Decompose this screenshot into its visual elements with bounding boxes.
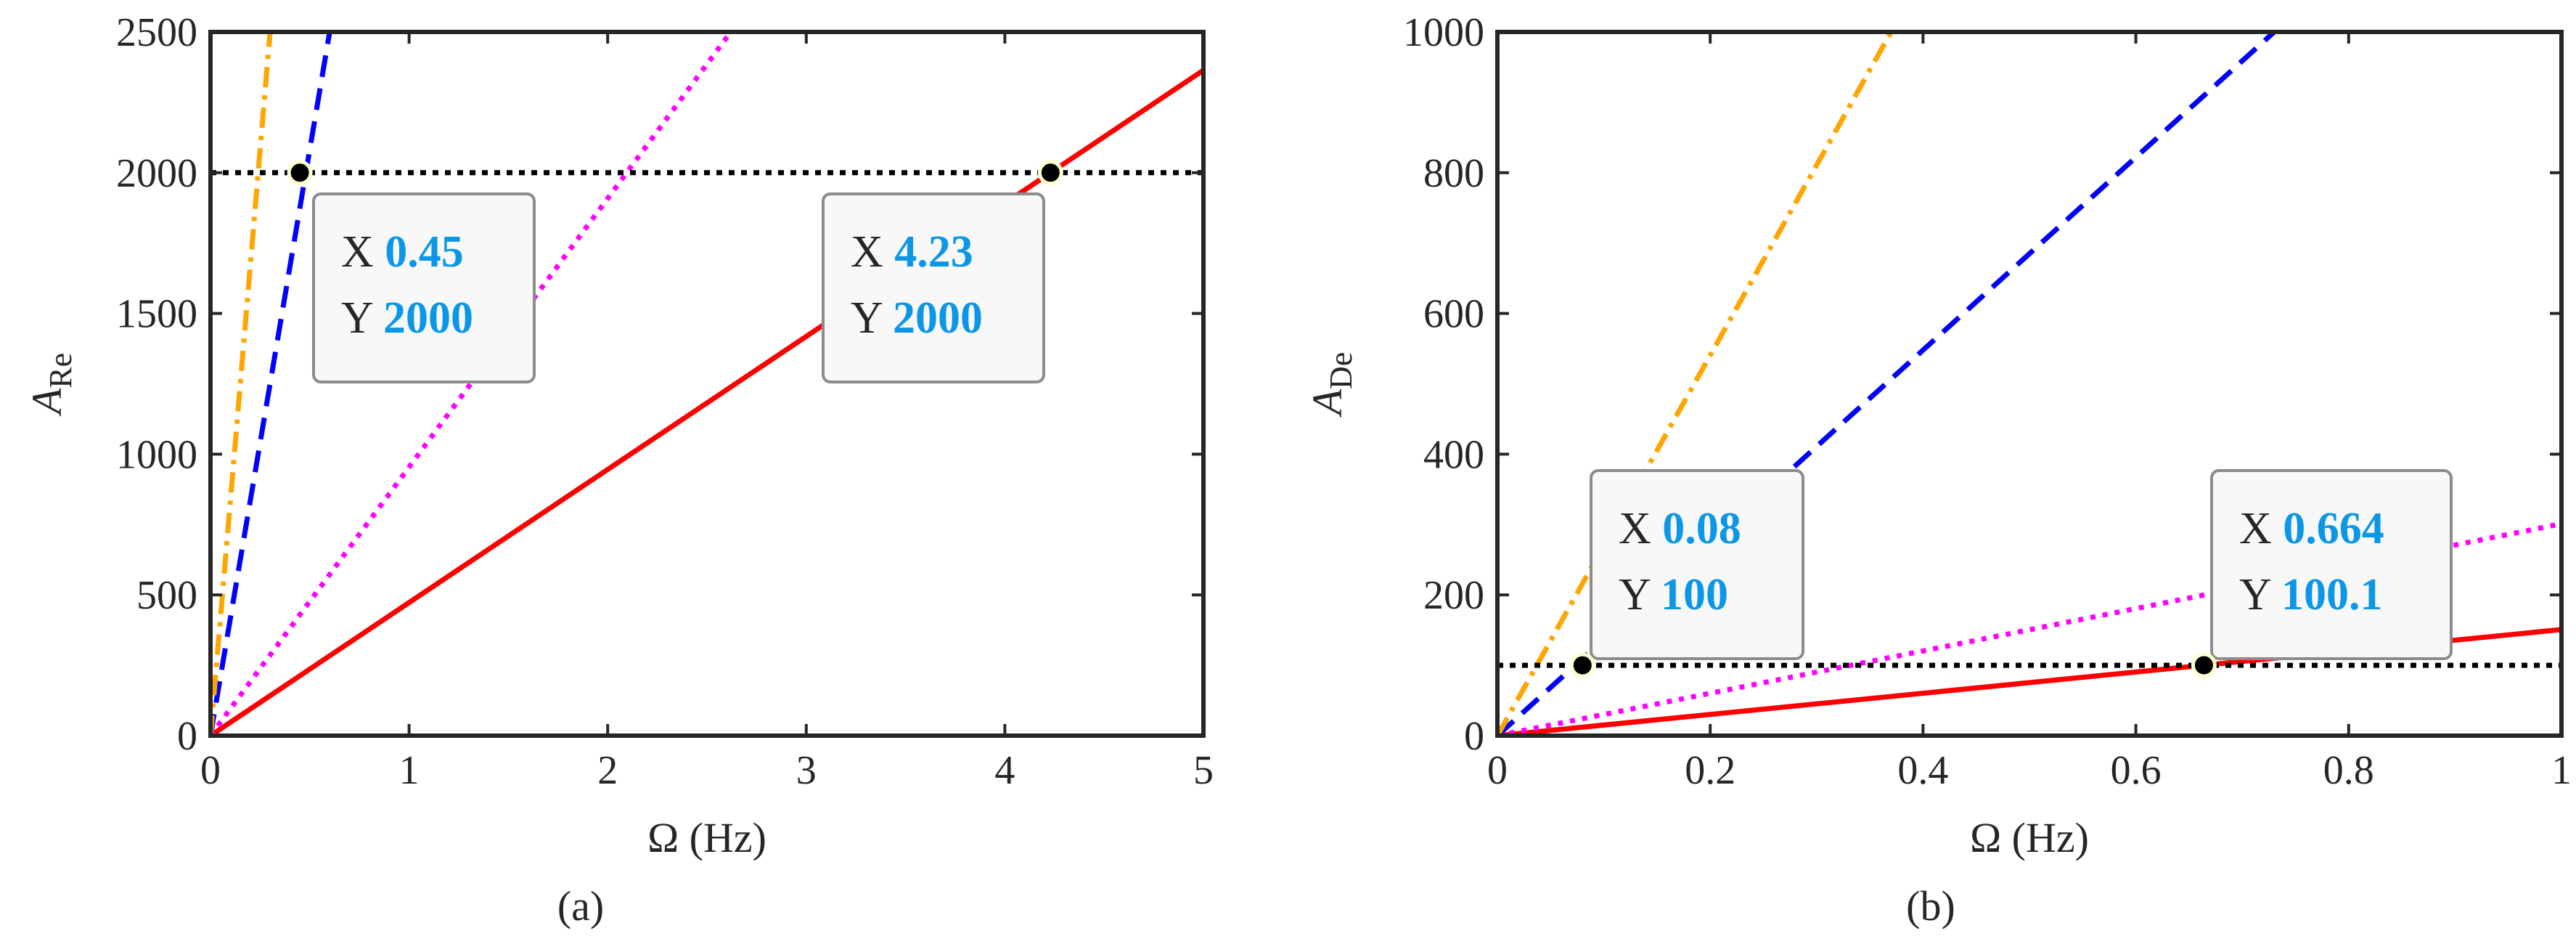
panel-a-datatip-x-key: X [341,227,385,277]
panel-a-datatip-x-row: X 0.45 [341,227,464,277]
panel-b-datatip-x-row: X 0.664 [2239,504,2384,553]
panel-a-datatip[interactable]: X 4.23Y 2000 [822,160,1063,383]
panel-b-y-tick-label: 200 [1423,573,1484,618]
panel-a-y-tick-label: 2000 [116,151,197,196]
panel-a-datatip-y-row: Y 2000 [851,293,983,343]
panel-a-x-tick-label: 3 [796,748,817,793]
panel-b-datatip[interactable]: X 0.08Y 100 [1569,469,1804,678]
panel-b-y-ticks: 0 200 400 600 800 1000 [1403,10,2561,759]
panel-a-x-axis-label: Ω (Hz) [647,814,766,861]
panel-b-datatip-marker[interactable] [1569,652,1595,678]
panel-b-y-tick-label: 400 [1423,432,1484,477]
panel-a-series-dashed-line [210,32,332,736]
panel-a-datatip-y-row: Y 2000 [341,293,473,343]
panel-a-series-solid-line [210,68,1203,736]
panel-b-datatip-y-key: Y [1619,570,1661,619]
panel-a-series-layer [210,32,1203,736]
panel-a-datatip-marker[interactable] [287,160,313,186]
panel-b-x-ticks: 0 0.2 0.4 0.6 0.8 1 [1487,32,2572,793]
panel-a-y-tick-label: 2500 [116,10,197,55]
panel-b-datatip-x-value: 0.08 [1662,504,1741,553]
panel-b-y-axis-label: ADe [1304,352,1359,418]
panel-b-x-tick-label: 0.2 [1685,748,1735,793]
panel-a-x-tick-label: 5 [1193,748,1214,793]
panel-b-datatip-y-value: 100.1 [2281,570,2383,619]
panel-a-series-dashdot-line [210,32,273,736]
panel-a-datatip-x-row: X 4.23 [851,227,973,277]
panel-a-y-tick-label: 1500 [116,292,197,337]
panel-b-x-axis-label: Ω (Hz) [1970,814,2089,861]
panel-b-datatip-y-row: Y 100 [1619,570,1728,619]
panel-a-label-text: (a) [557,882,604,930]
panel-a-datatip-x-value: 4.23 [894,227,973,277]
panel-a-datatip-y-key: Y [851,293,893,343]
panel-b-y-tick-label: 800 [1423,151,1484,196]
panel-a-series-dotted-line [210,32,733,736]
panel-a-datatip-y-value: 2000 [893,293,983,343]
panel-a-y-tick-label: 1000 [116,432,197,477]
panel-a-datatip-x-key: X [851,227,894,277]
panel-a-datatip-marker[interactable] [1037,160,1063,186]
panel-b-label-text: (b) [1906,882,1955,930]
panel-a-label: (a) [557,882,604,930]
panel-b-datatip-x-value: 0.664 [2283,504,2384,553]
panel-b-y-axis-symbol: A [1304,389,1351,418]
panel-a-axes-frame [208,30,1206,738]
panel-a-datatip-y-key: Y [341,293,383,343]
panel-a-datatip[interactable]: X 0.45Y 2000 [287,160,536,383]
panel-b-datatip-x-key: X [1619,504,1662,553]
panel-b-y-axis-subscript: De [1323,352,1359,389]
panel-a-datatip-x-value: 0.45 [385,227,464,277]
panel-b-x-tick-label: 0 [1487,748,1508,793]
panel-a-datatip-box [822,192,1045,383]
panel-b-datatip-box [1590,469,1804,660]
panel-a-y-tick-label: 0 [177,714,197,759]
panel-a-datatip-y-value: 2000 [383,293,473,343]
panel-b-x-tick-label: 0.6 [2111,748,2162,793]
panel-b-x-tick-label: 0.4 [1897,748,1948,793]
panel-b-datatip-y-key: Y [2239,570,2281,619]
panel-a-x-tick-label: 1 [399,748,420,793]
panel-b-datatip-y-row: Y 100.1 [2239,570,2382,619]
panel-b-datatip-x-key: X [2239,504,2283,553]
panel-b-series-dashdot-line [1497,32,1894,736]
panel-b-axes-frame [1495,30,2564,738]
panel-b-y-tick-label: 600 [1423,292,1484,337]
panel-a-y-axis-subscript: Re [43,353,78,389]
panel-a-x-tick-label: 0 [200,748,221,793]
panel-a-y-axis-label: ARe [23,353,78,417]
panel-b-x-tick-label: 1 [2551,748,2572,793]
panel-a-x-tick-label: 2 [597,748,618,793]
panel-b-datatip-box [2210,469,2453,660]
panel-b-datatip-marker[interactable] [2191,652,2217,678]
panel-b-datatip-y-value: 100 [1661,570,1728,619]
panel-a-y-axis-symbol: A [23,388,70,417]
panel-b-x-tick-label: 0.8 [2323,748,2374,793]
panel-b-datatip-x-row: X 0.08 [1619,504,1741,553]
panel-b-y-tick-label: 0 [1464,714,1484,759]
panel-b-y-tick-label: 1000 [1403,10,1484,55]
panel-a-datatip-box [312,192,536,383]
panel-a-y-tick-label: 500 [136,573,197,618]
panel-a-x-tick-label: 4 [994,748,1015,793]
panel-a-y-ticks: 0 500 1000 1500 2000 2500 [116,10,1203,759]
panel-b-label: (b) [1906,882,1955,930]
panel-a-x-ticks: 0 1 2 3 4 5 [200,32,1214,793]
